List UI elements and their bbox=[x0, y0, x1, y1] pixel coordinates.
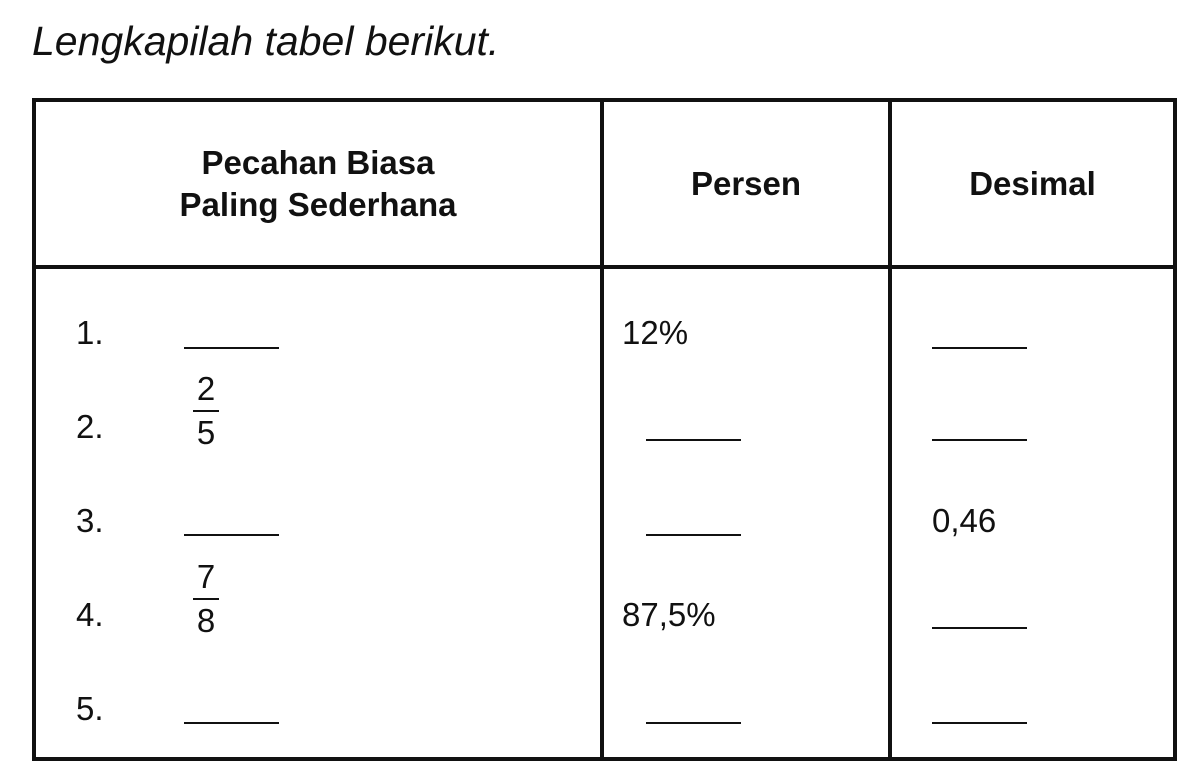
fraction-blank[interactable] bbox=[184, 347, 279, 349]
percent-blank[interactable] bbox=[646, 722, 741, 724]
header-fraction-line1: Pecahan Biasa bbox=[201, 143, 435, 181]
row-number: 3. bbox=[76, 502, 104, 539]
header-fraction: Pecahan Biasa Paling Sederhana bbox=[36, 102, 600, 265]
numerator: 2 bbox=[196, 370, 216, 407]
decimal-value: 0,46 bbox=[932, 502, 997, 539]
header-decimal: Desimal bbox=[969, 164, 1096, 202]
row-number: 1. bbox=[76, 314, 104, 351]
header-fraction-line2: Paling Sederhana bbox=[179, 185, 457, 223]
denominator: 5 bbox=[196, 414, 216, 451]
header-percent: Persen bbox=[690, 164, 802, 202]
header-divider bbox=[36, 265, 1173, 269]
denominator: 8 bbox=[196, 602, 216, 639]
fraction-blank[interactable] bbox=[184, 722, 279, 724]
decimal-blank[interactable] bbox=[932, 627, 1027, 629]
decimal-blank[interactable] bbox=[932, 722, 1027, 724]
numerator: 7 bbox=[196, 558, 216, 595]
column-divider bbox=[888, 102, 892, 757]
percent-blank[interactable] bbox=[646, 534, 741, 536]
decimal-blank[interactable] bbox=[932, 347, 1027, 349]
instruction-title: Lengkapilah tabel berikut. bbox=[32, 18, 500, 64]
conversion-table: Pecahan Biasa Paling Sederhana Persen Des… bbox=[32, 98, 1177, 761]
percent-value: 87,5% bbox=[622, 596, 716, 633]
decimal-blank[interactable] bbox=[932, 439, 1027, 441]
fraction-value: 2 5 bbox=[186, 370, 226, 452]
row-number: 2. bbox=[76, 408, 104, 445]
fraction-blank[interactable] bbox=[184, 534, 279, 536]
row-number: 4. bbox=[76, 596, 104, 633]
percent-value: 12% bbox=[622, 314, 689, 351]
column-divider bbox=[600, 102, 604, 757]
fraction-value: 7 8 bbox=[186, 558, 226, 640]
row-number: 5. bbox=[76, 690, 104, 727]
fraction-bar bbox=[193, 410, 219, 412]
percent-blank[interactable] bbox=[646, 439, 741, 441]
fraction-bar bbox=[193, 598, 219, 600]
